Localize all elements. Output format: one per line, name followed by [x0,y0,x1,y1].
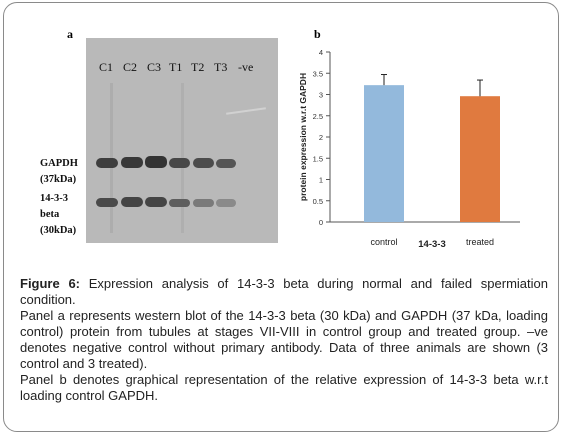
caption-panel-a: Panel a represents western blot of the 1… [20,308,548,371]
lane-label-t3: T3 [214,60,228,74]
target-band-t3 [216,199,236,207]
x-axis-label: 14-3-3 [418,239,445,250]
target-band-t1 [169,199,190,207]
western-blot: C1 C2 C3 T1 T2 T3 -ve [86,38,278,243]
y-tick-label: 1 [319,176,323,185]
bar-chart: 0 0.5 1 1.5 2 2.5 3 3.5 4 control treated 14-3-3 pr… [298,48,520,250]
lane-label-c1: C1 [99,60,114,74]
target-label: 14-3-3 beta (30kDa) [40,191,76,239]
y-tick-label: 2.5 [313,112,323,121]
target-name-2: beta [40,209,60,220]
lane-label-neg: -ve [238,60,254,74]
gapdh-label: GAPDH (37kDa) [40,156,78,188]
lane-label-t2: T2 [191,60,205,74]
bar-treated [460,96,500,222]
lane-label-c2: C2 [123,60,138,74]
caption-panel-b: Panel b denotes graphical representation… [20,372,548,403]
y-tick-label: 4 [319,48,323,57]
y-axis-label: protein expression w.r.t GAPDH [298,73,308,201]
y-tick-label: 3 [319,91,323,100]
gapdh-band-t3 [216,159,236,168]
x-category-label: treated [466,237,494,247]
y-tick-label: 0.5 [313,197,323,206]
panel-b-label: b [314,27,321,41]
lane-label-c3: C3 [147,60,162,74]
figure-label: Figure 6: [20,276,80,291]
gapdh-band-c1 [96,158,118,168]
y-tick-label: 1.5 [313,154,323,163]
lane-label-t1: T1 [169,60,183,74]
caption-title-paragraph: Figure 6: Expression analysis of 14-3-3 … [20,276,548,308]
gapdh-band-c3 [145,156,167,168]
target-band-c3 [145,197,167,207]
target-band-c2 [121,197,143,207]
x-category-label: control [370,237,397,247]
gapdh-name: GAPDH [40,158,78,169]
gapdh-band-t2 [193,158,214,168]
target-size: (30kDa) [40,225,77,236]
gapdh-band-t1 [169,158,190,168]
figure-caption: Figure 6: Expression analysis of 14-3-3 … [20,276,548,404]
y-tick-label: 0 [319,218,323,227]
caption-title: Expression analysis of 14-3-3 beta durin… [20,276,548,307]
y-tick-label: 2 [319,133,323,142]
bar-control [364,85,404,223]
y-tick-label: 3.5 [313,69,323,78]
target-name: 14-3-3 [40,193,68,204]
target-band-t2 [193,199,214,207]
gapdh-band-c2 [121,157,143,168]
target-band-c1 [96,198,118,207]
gapdh-size: (37kDa) [40,174,77,185]
panel-a-label: a [67,27,73,41]
